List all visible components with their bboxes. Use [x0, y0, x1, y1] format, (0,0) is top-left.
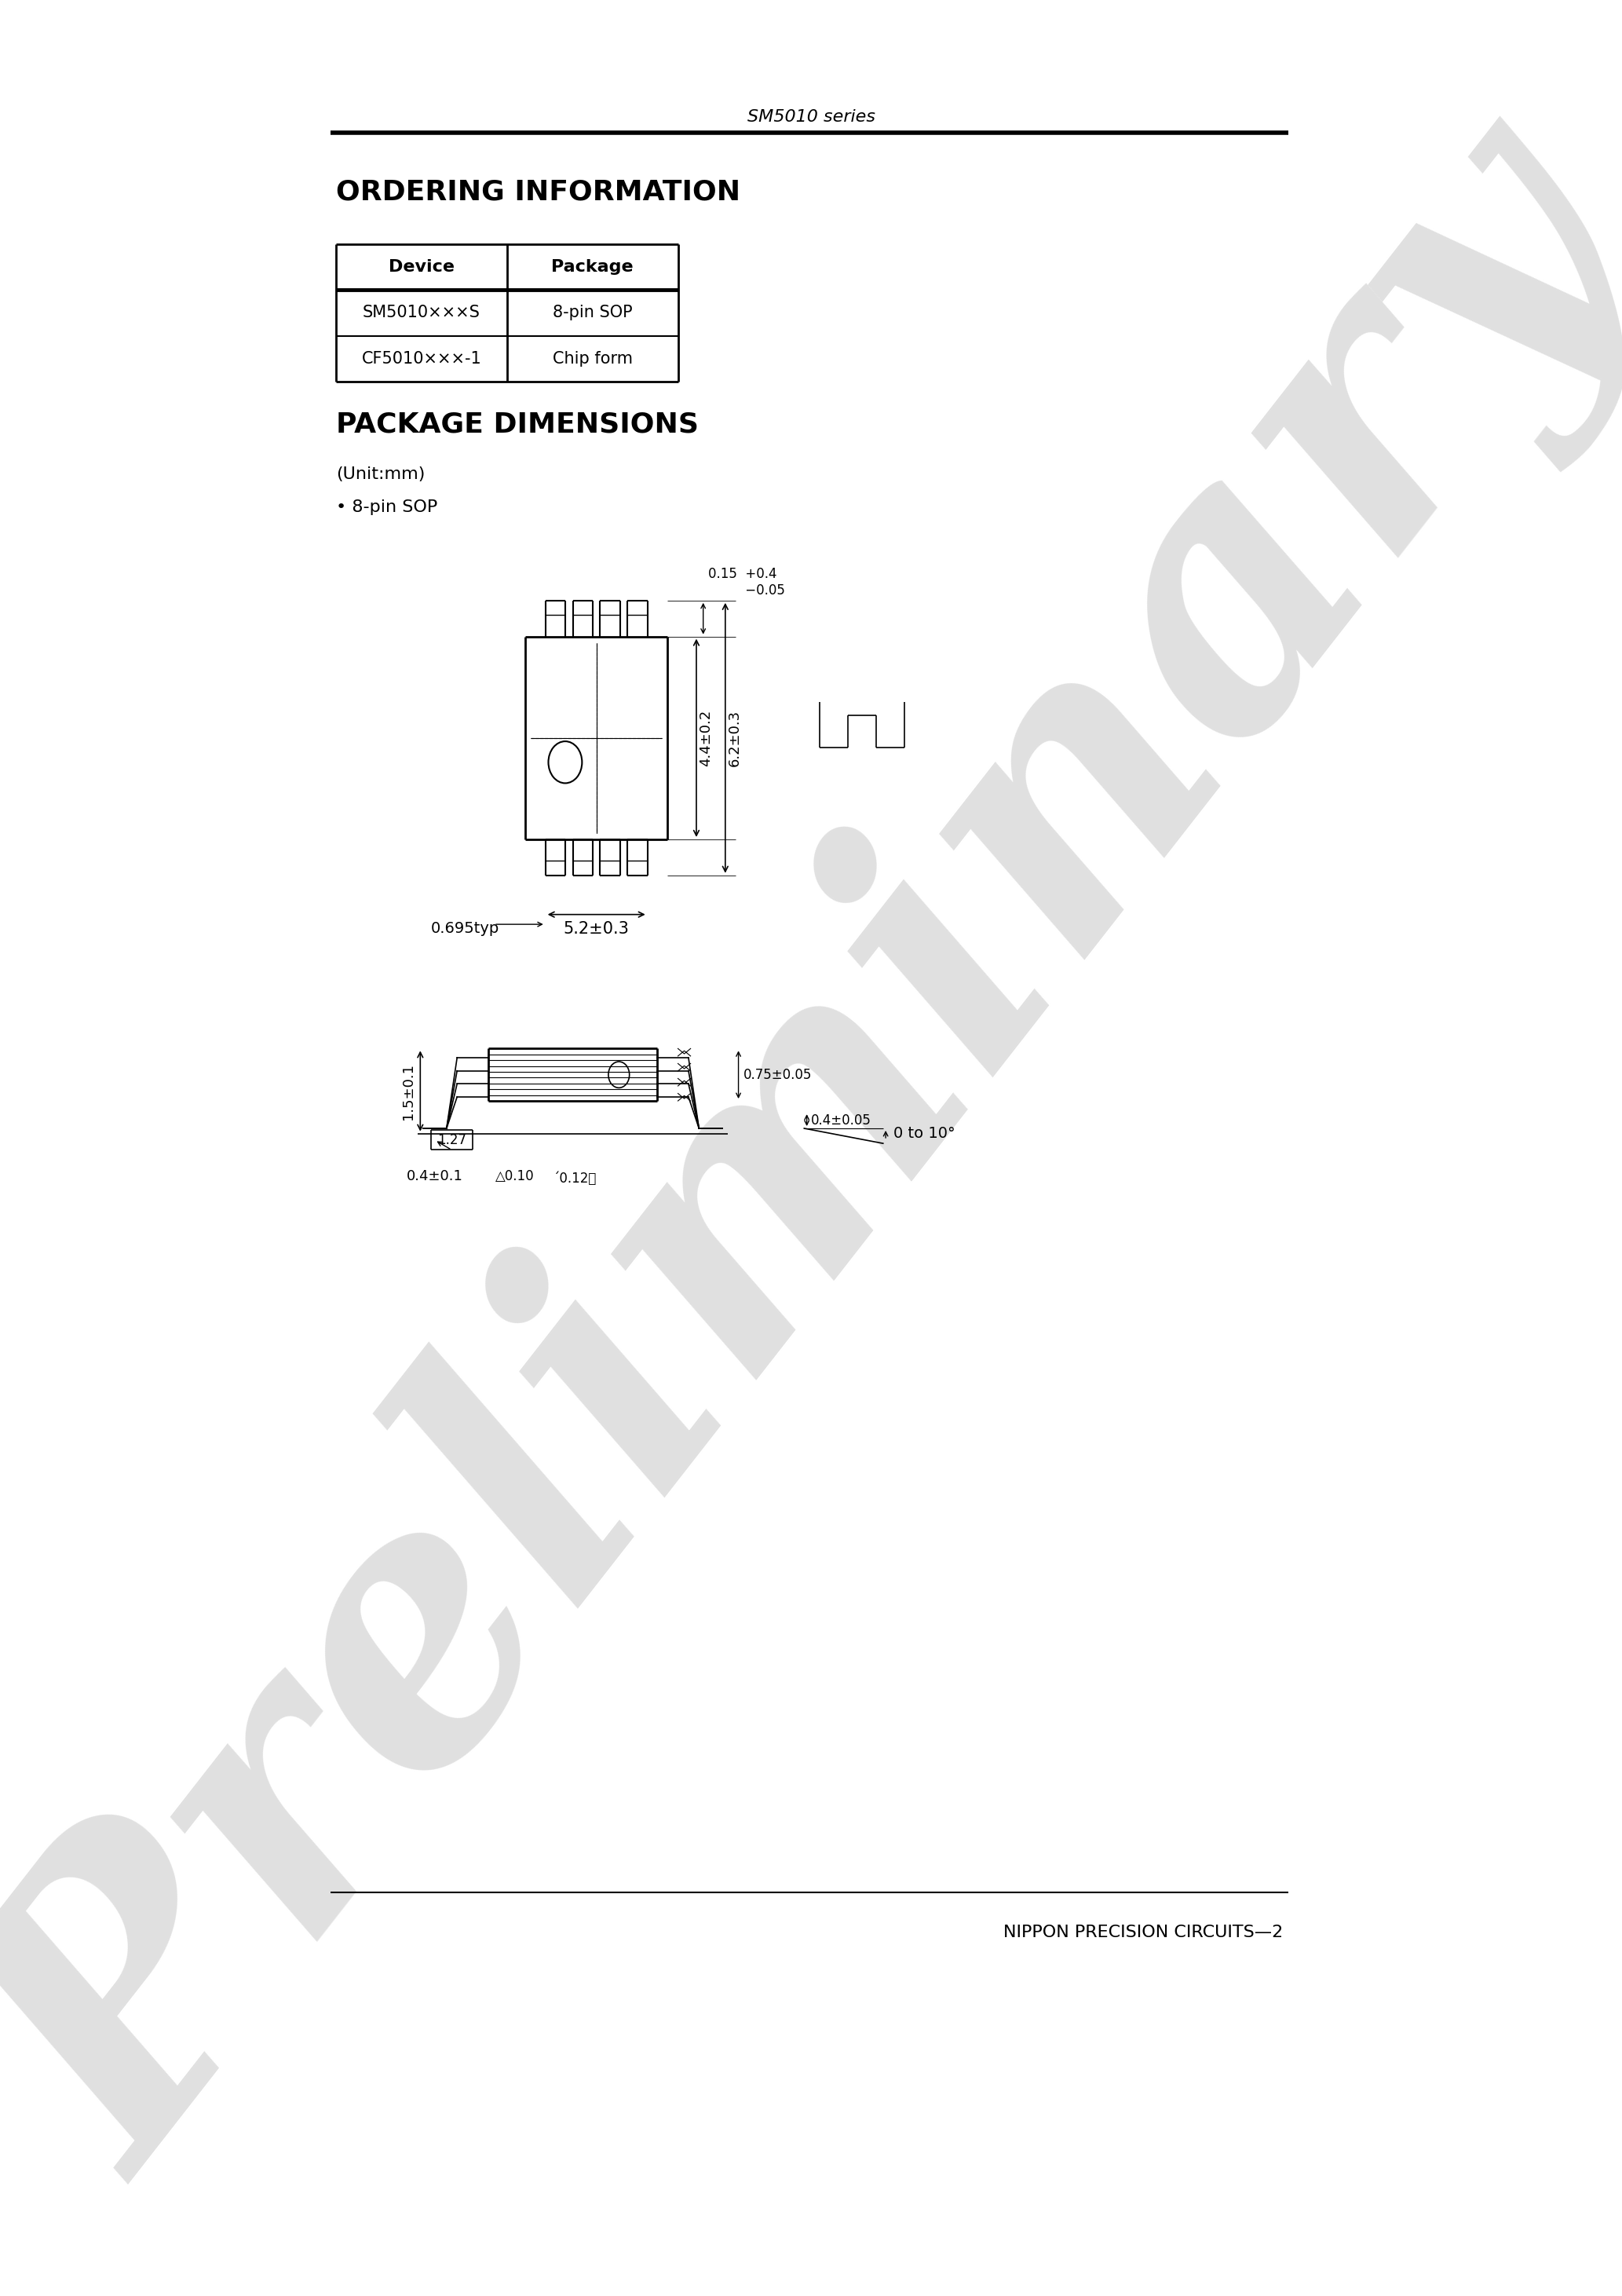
Text: 0.695typ: 0.695typ: [431, 921, 500, 937]
Text: CF5010×××-1: CF5010×××-1: [362, 351, 482, 367]
Text: 1.27: 1.27: [438, 1132, 467, 1148]
Text: • 8-pin SOP: • 8-pin SOP: [336, 498, 438, 514]
Text: 6.2±0.3: 6.2±0.3: [728, 709, 741, 767]
Text: ´0.12Ⓜ: ´0.12Ⓜ: [553, 1171, 597, 1185]
Text: Chip form: Chip form: [553, 351, 633, 367]
Text: 8-pin SOP: 8-pin SOP: [553, 305, 633, 321]
Text: Preliminary: Preliminary: [0, 85, 1622, 2236]
Text: ORDERING INFORMATION: ORDERING INFORMATION: [336, 179, 741, 204]
Text: △0.10: △0.10: [495, 1169, 534, 1185]
Text: 0.75±0.05: 0.75±0.05: [743, 1068, 813, 1081]
Text: 1.5±0.1: 1.5±0.1: [401, 1063, 415, 1120]
Text: 5.2±0.3: 5.2±0.3: [563, 921, 629, 937]
Text: SM5010×××S: SM5010×××S: [363, 305, 480, 321]
Text: PACKAGE DIMENSIONS: PACKAGE DIMENSIONS: [336, 411, 699, 439]
Text: Package: Package: [551, 259, 634, 276]
Text: 0 to 10°: 0 to 10°: [894, 1125, 955, 1141]
Text: 0.4±0.1: 0.4±0.1: [407, 1169, 462, 1185]
Text: 0.15  +0.4
         −0.05: 0.15 +0.4 −0.05: [709, 567, 785, 597]
Text: SM5010 series: SM5010 series: [748, 108, 874, 124]
Text: Device: Device: [389, 259, 454, 276]
Text: 0.4±0.05: 0.4±0.05: [811, 1114, 871, 1127]
Text: 4.4±0.2: 4.4±0.2: [699, 709, 714, 767]
Text: NIPPON PRECISION CIRCUITS—2: NIPPON PRECISION CIRCUITS—2: [1002, 1924, 1283, 1940]
Text: (Unit:mm): (Unit:mm): [336, 466, 425, 482]
